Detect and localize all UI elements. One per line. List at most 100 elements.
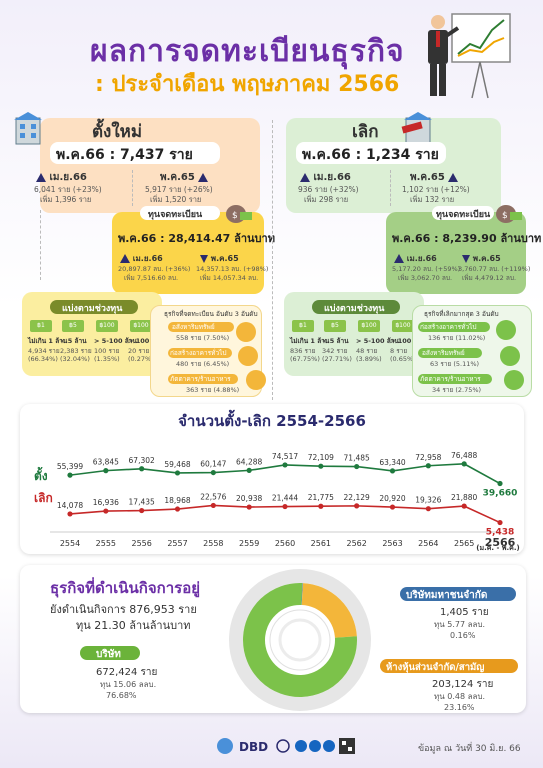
money-icon: ฿100	[392, 320, 414, 332]
money-icon: ฿1	[30, 320, 52, 332]
money-icon: ฿5	[62, 320, 84, 332]
x-tick-label: 2554	[60, 539, 80, 548]
new-c1-l1: 20,897.87 ลบ. (+36%)	[118, 265, 191, 273]
new-reg-title: ตั้งใหม่	[92, 122, 143, 142]
data-label: 76,488	[451, 451, 477, 460]
closed-c1-label: เม.ย.66	[406, 254, 437, 263]
new-top1-value: 558 ราย (7.50%)	[176, 334, 230, 342]
co-line2: ทุน 15.06 ลลบ.	[100, 680, 157, 689]
new-c2-l1: 14,357.13 ลบ. (+98%)	[196, 265, 269, 273]
closed-top2-value: 63 ราย (5.11%)	[430, 360, 480, 368]
closed-c1-l2: เพิ่ม 3,062.70 ลบ.	[398, 274, 453, 282]
money-icon: ฿1	[292, 320, 314, 332]
data-label: 63,340	[379, 458, 405, 467]
closed-top1-value: 136 ราย (11.02%)	[428, 334, 486, 342]
new_reg-range-1-label: < 5 ล้าน	[60, 337, 87, 345]
closed-c2-label: พ.ค.65	[472, 254, 501, 263]
data-point	[425, 506, 431, 512]
data-point	[67, 511, 73, 517]
series-label-new: ตั้ง	[34, 466, 48, 483]
new_reg-range-0-pct: (66.34%)	[28, 355, 58, 363]
data-point	[461, 461, 467, 467]
new_reg-range-0-count: 4,934 ราย	[28, 347, 60, 355]
x-tick-label: 2566	[485, 536, 516, 549]
x-tick-label: 2556	[131, 539, 151, 548]
data-point	[246, 467, 252, 473]
footer-note: ข้อมูล ณ วันที่ 30 มิ.ย. 66	[418, 744, 521, 754]
new_reg-range-0-label: ไม่เกิน 1 ล้าน	[28, 337, 68, 345]
new-reg-m2-l2: เพิ่ม 1,520 ราย	[150, 195, 202, 204]
data-label: 55,399	[57, 462, 83, 471]
closed-range-2-pct: (3.89%)	[356, 355, 382, 363]
arrow-down-icon	[462, 254, 470, 263]
data-label: 72,109	[308, 453, 334, 462]
data-point	[282, 503, 288, 510]
closed-m1-l2: เพิ่ม 298 ราย	[304, 195, 349, 204]
chart-card	[20, 404, 524, 554]
page-title: ผลการจดทะเบียนธุรกิจ	[90, 34, 405, 69]
x-note: (ม.ค. - พ.ค.)	[476, 544, 519, 552]
closed-m1-label: เม.ย.66	[313, 172, 351, 183]
closed-range-1-pct: (27.71%)	[322, 355, 352, 363]
x-tick-label: 2565	[454, 539, 474, 548]
new_reg-range-3-label: > 100 ล้าน	[128, 337, 164, 345]
restaurant-icon	[246, 370, 266, 390]
data-point	[139, 466, 145, 472]
data-point	[67, 472, 73, 478]
data-label: 22,129	[344, 493, 370, 502]
facebook-icon	[295, 740, 307, 752]
x-tick-label: 2559	[239, 539, 259, 548]
closed-c1-l1: 5,177.20 ลบ. (+59%)	[392, 265, 461, 273]
new_reg-range-2-pct: (1.35%)	[94, 355, 120, 363]
trend-chart: จำนวนตั้ง-เลิก 2554-2566 ตั้ง เลิก 2554 2…	[34, 409, 520, 552]
data-label: 18,968	[164, 496, 190, 505]
new_reg-range-3-count: 20 ราย	[128, 347, 150, 355]
closed-c2-l2: เพิ่ม 4,479.12 ลบ.	[462, 274, 517, 282]
new_reg-range-2-count: 100 ราย	[94, 347, 120, 355]
pub-line2: ทุน 5.77 ลลบ.	[434, 620, 486, 629]
pub-line1: 1,405 ราย	[440, 607, 489, 618]
closed-range-2-count: 48 ราย	[356, 347, 378, 355]
closed-capital-card	[386, 212, 526, 294]
x-tick-label: 2564	[418, 539, 438, 548]
moneybag-icon: $	[496, 205, 522, 223]
data-point	[210, 469, 216, 476]
x-tick-label: 2562	[346, 539, 366, 548]
new-top3-label: ภัตตาคาร/ร้านอาหาร	[170, 375, 231, 383]
data-label: 19,326	[415, 496, 441, 505]
new_reg-range-1-pct: (32.04%)	[60, 355, 90, 363]
data-label: 59,468	[164, 460, 190, 469]
arrow-down-icon	[200, 254, 208, 263]
closed-m2-label: พ.ค.65	[410, 172, 445, 183]
chart-title: จำนวนตั้ง-เลิก 2554-2566	[178, 409, 366, 430]
closed-range-0-label: ไม่เกิน 1 ล้าน	[290, 337, 330, 345]
data-label: 20,920	[379, 494, 405, 503]
new-top2-value: 480 ราย (6.45%)	[176, 360, 230, 368]
data-point	[318, 463, 324, 469]
data-label: 74,517	[272, 452, 298, 461]
new-c2-label: พ.ค.65	[210, 254, 239, 263]
section-divider	[272, 120, 274, 400]
data-point	[103, 508, 109, 514]
svg-text:$: $	[232, 211, 238, 221]
new-capital-main: พ.ค.66 : 28,414.47 ล้านบาท	[118, 232, 275, 245]
data-point	[246, 504, 252, 510]
data-label: 21,880	[451, 493, 477, 502]
crane-icon	[238, 346, 258, 366]
data-label: 72,958	[415, 453, 441, 462]
footer-logos: DBD	[217, 738, 355, 754]
svg-text:$: $	[502, 211, 508, 221]
part-line1: 203,124 ราย	[432, 679, 494, 690]
arrow-up-icon	[36, 172, 46, 182]
new-top3-value: 363 ราย (4.88%)	[186, 386, 240, 394]
data-point	[174, 470, 181, 476]
house-icon	[236, 322, 256, 342]
active-donut-chart	[229, 569, 371, 711]
closed-top2-label: อสังหาริมทรัพย์	[422, 349, 465, 357]
new-reg-m2: พ.ค.65	[160, 170, 209, 185]
x-tick-label: 2557	[167, 539, 187, 548]
closed-range-3-pct: (0.65%)	[390, 355, 416, 363]
ministry-logo-icon	[217, 738, 233, 754]
data-label: 20,938	[236, 494, 262, 503]
new-reg-main: พ.ค.66 : 7,437 ราย	[56, 147, 193, 163]
